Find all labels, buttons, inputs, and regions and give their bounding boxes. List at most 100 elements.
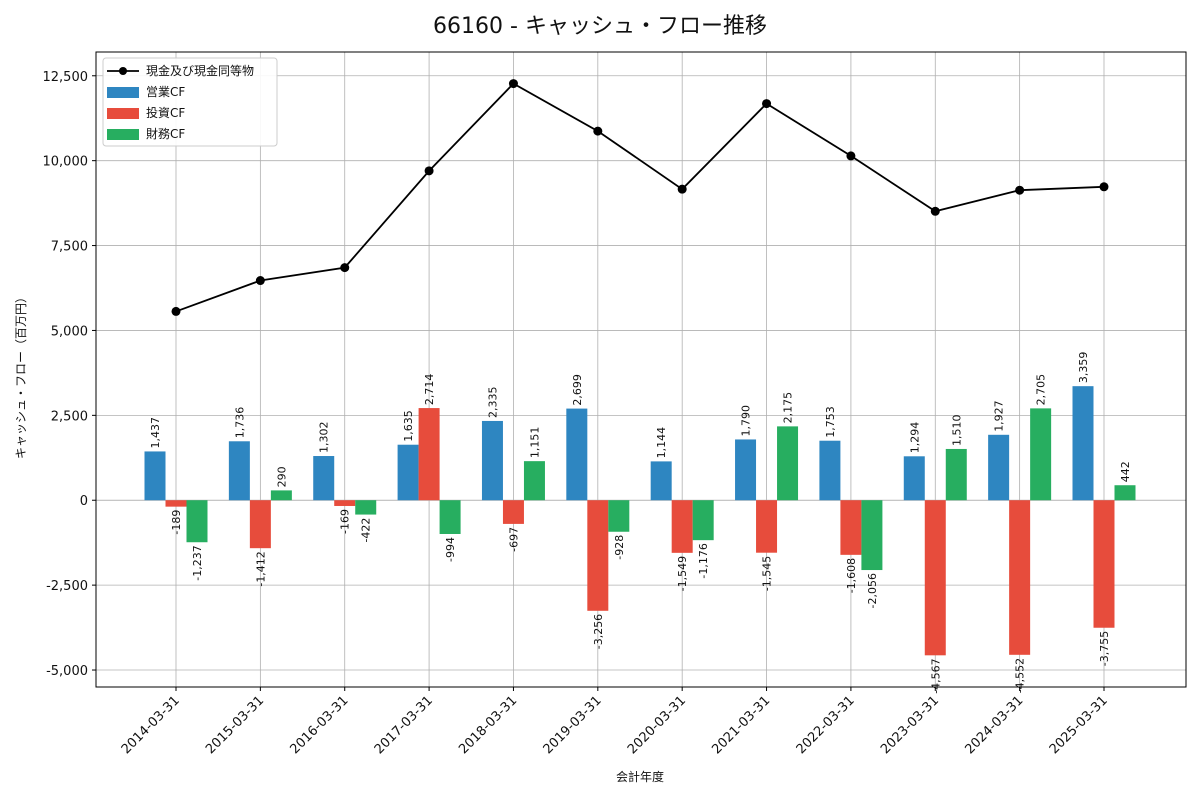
bar-value-label: -1,608	[845, 558, 858, 593]
bar-value-label: -2,056	[866, 573, 879, 608]
bar-value-label: -422	[360, 518, 373, 543]
bar	[777, 426, 799, 501]
cash-line-point	[424, 166, 434, 176]
cash-line-point	[762, 99, 772, 109]
bar-value-label: -169	[339, 509, 352, 534]
y-tick-label: -2,500	[46, 579, 88, 594]
y-tick-label: 0	[80, 494, 88, 509]
bar-value-label: 1,790	[740, 405, 753, 437]
legend-marker	[119, 67, 127, 75]
cash-line-point	[930, 206, 940, 216]
bar-value-label: 1,294	[908, 422, 921, 454]
legend-label: 財務CF	[146, 126, 185, 141]
legend-label: 現金及び現金同等物	[146, 63, 254, 78]
bar-value-label: 1,510	[950, 414, 963, 446]
plot-frame	[95, 51, 1187, 688]
x-tick-label: 2022-03-31	[794, 693, 858, 757]
bar	[397, 444, 419, 501]
bar-value-label: -3,256	[592, 614, 605, 649]
x-tick-label: 2024-03-31	[962, 693, 1026, 757]
bar	[313, 456, 335, 501]
bar-value-label: 442	[1119, 461, 1132, 482]
x-tick-label: 2018-03-31	[456, 693, 520, 757]
bar	[481, 420, 503, 501]
bar	[692, 500, 714, 541]
bar-value-label: 1,144	[655, 427, 668, 459]
bar-value-label: 1,927	[993, 400, 1006, 432]
x-tick-label: 2017-03-31	[372, 693, 436, 757]
bar-value-label: -697	[507, 527, 520, 552]
bar	[418, 408, 440, 501]
bar	[165, 500, 187, 507]
bar	[988, 434, 1010, 501]
bar-value-label: -994	[444, 537, 457, 562]
x-axis-label: 会計年度	[616, 769, 664, 784]
y-tick-label: -5,000	[46, 664, 88, 679]
bar-value-label: 2,335	[486, 386, 499, 418]
x-tick-label: 2020-03-31	[625, 693, 689, 757]
bar	[334, 500, 356, 506]
legend-box	[102, 57, 278, 147]
y-tick-label: 2,500	[51, 409, 88, 424]
bar	[355, 500, 377, 515]
bar	[1009, 500, 1031, 655]
bar	[1072, 386, 1094, 501]
bar	[1030, 408, 1052, 501]
x-tick-label: 2016-03-31	[288, 693, 352, 757]
bar-value-label: 2,714	[423, 374, 436, 406]
bar-value-label: -1,176	[697, 543, 710, 578]
bar	[840, 500, 862, 555]
cash-line-point	[1015, 185, 1025, 195]
x-tick-label: 2019-03-31	[541, 693, 605, 757]
bar-value-label: 1,753	[824, 406, 837, 438]
bar-value-label: -1,412	[254, 551, 267, 586]
bar	[587, 500, 609, 611]
bar-value-label: 2,705	[1035, 374, 1048, 406]
bar-value-label: -928	[613, 535, 626, 560]
cash-line-point	[1099, 182, 1109, 192]
legend-label: 投資CF	[146, 105, 185, 120]
bar	[650, 461, 672, 501]
bar	[671, 500, 693, 553]
cash-line-point	[846, 151, 856, 161]
legend-swatch	[107, 129, 139, 140]
cash-line-path	[175, 82, 1105, 313]
x-tick-label: 2025-03-31	[1047, 693, 1111, 757]
y-axis-label: キャッシュ・フロー（百万円）	[14, 291, 28, 459]
bar	[903, 456, 925, 501]
cash-line	[171, 79, 1109, 316]
cash-line-point	[508, 79, 518, 89]
bar	[819, 440, 841, 501]
bar-value-label: -1,237	[191, 545, 204, 580]
x-tick-label: 2021-03-31	[709, 693, 773, 757]
y-axis-ticks: -5,000 -2,500 0 2,500 5,000 7,500 10,000 12,500	[43, 70, 96, 679]
bar-value-label: -1,549	[676, 556, 689, 591]
bars	[144, 386, 1136, 656]
x-tick-label: 2014-03-31	[119, 693, 183, 757]
bar	[523, 461, 545, 501]
x-axis-ticks: 2014-03-31 2015-03-31 2016-03-31 2017-03-31…	[119, 687, 1111, 757]
bar-value-label: 1,736	[233, 407, 246, 439]
bar-value-label: 1,302	[318, 422, 331, 454]
bar-value-label: 3,359	[1077, 352, 1090, 384]
bar	[566, 408, 588, 501]
bar-value-label: -189	[170, 510, 183, 535]
bar-value-label: -4,567	[929, 658, 942, 693]
legend-swatch	[107, 108, 139, 119]
cash-line-point	[677, 184, 687, 194]
cash-line-point	[255, 276, 265, 286]
bar	[144, 451, 166, 501]
y-tick-label: 7,500	[51, 240, 88, 255]
bar	[439, 500, 461, 534]
cash-line-point	[593, 126, 603, 136]
bar	[924, 500, 946, 656]
bar-value-label: 2,699	[571, 374, 584, 406]
bar	[1114, 485, 1136, 501]
bar-value-label: 1,151	[528, 427, 541, 459]
x-tick-label: 2015-03-31	[203, 693, 267, 757]
bar	[186, 500, 208, 543]
bar	[502, 500, 524, 524]
bar	[608, 500, 630, 532]
